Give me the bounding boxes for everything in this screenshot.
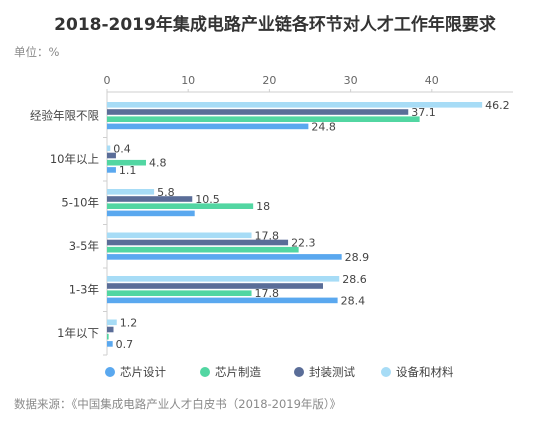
data-label-layer: 46.2 37.1 24.8 0.4 4.8 1.1 5.8 10.5 18 17.8 22.3 28… <box>113 99 509 351</box>
bar <box>107 116 420 122</box>
bar <box>107 290 252 296</box>
bar <box>107 189 155 195</box>
bar <box>107 123 309 130</box>
bar <box>107 210 195 217</box>
bar <box>107 283 323 289</box>
unit-label: 单位：% <box>14 45 60 59</box>
data-label: 17.8 <box>255 287 280 300</box>
bar <box>107 109 409 115</box>
category-label: 1-3年 <box>69 283 99 297</box>
x-tick-label: 30 <box>344 74 358 87</box>
bar <box>107 196 193 202</box>
bar <box>107 167 116 173</box>
bar <box>107 326 114 333</box>
data-label: 1.2 <box>120 316 138 329</box>
data-label: 28.9 <box>345 251 370 264</box>
bar <box>107 319 117 326</box>
legend-label: 设备和材料 <box>396 365 454 379</box>
data-label: 0.7 <box>116 338 133 351</box>
data-label: 4.8 <box>149 157 167 170</box>
bar <box>107 254 342 260</box>
data-source-note: 数据来源：《中国集成电路产业人才白皮书（2018-2019年版）》 <box>14 397 342 411</box>
bar <box>107 102 483 108</box>
bar <box>107 232 252 239</box>
legend-marker <box>105 367 115 377</box>
category-label: 10年以上 <box>50 152 99 166</box>
bar <box>107 145 111 152</box>
bar <box>107 152 116 159</box>
data-label: 28.6 <box>342 273 367 286</box>
category-label: 经验年限不限 <box>30 109 99 123</box>
bar <box>107 239 289 246</box>
bar <box>107 333 109 340</box>
data-label: 10.5 <box>195 193 220 206</box>
bar <box>107 341 113 347</box>
data-label: 0.4 <box>113 142 131 155</box>
data-label: 22.3 <box>291 237 316 250</box>
data-label: 46.2 <box>485 99 510 112</box>
bar-layer <box>107 102 483 347</box>
chart-title: 2018-2019年集成电路产业链各环节对人才工作年限要求 <box>54 15 496 35</box>
x-tick-label: 20 <box>262 74 276 87</box>
x-tick-label: 40 <box>425 74 439 87</box>
data-label: 28.4 <box>341 294 366 307</box>
bar <box>107 297 338 304</box>
category-label: 3-5年 <box>69 239 99 253</box>
category-label: 5-10年 <box>61 196 99 210</box>
legend-label: 芯片设计 <box>120 365 166 379</box>
x-tick-label: 10 <box>181 74 195 87</box>
legend-label: 芯片制造 <box>215 365 261 379</box>
legend-marker <box>381 367 391 377</box>
data-label: 37.1 <box>411 106 436 119</box>
category-label-layer: 经验年限不限 10年以上 5-10年 3-5年 1-3年 1年以下 <box>30 109 99 341</box>
data-label: 18 <box>256 200 270 213</box>
x-tick-label: 0 <box>104 74 111 87</box>
legend-marker <box>294 367 304 377</box>
legend: 芯片设计 芯片制造 封装测试 设备和材料 <box>105 365 454 379</box>
bar <box>107 159 146 166</box>
axis-layer: 0 10 20 30 40 <box>103 74 513 356</box>
bar <box>107 246 299 253</box>
data-label: 1.1 <box>119 164 137 177</box>
category-label: 1年以下 <box>57 326 99 340</box>
legend-label: 封装测试 <box>309 365 355 379</box>
data-label: 5.8 <box>157 186 175 199</box>
bar <box>107 276 340 282</box>
data-label: 17.8 <box>255 229 280 242</box>
legend-marker <box>200 367 210 377</box>
bar <box>107 203 254 209</box>
data-label: 24.8 <box>311 120 336 133</box>
